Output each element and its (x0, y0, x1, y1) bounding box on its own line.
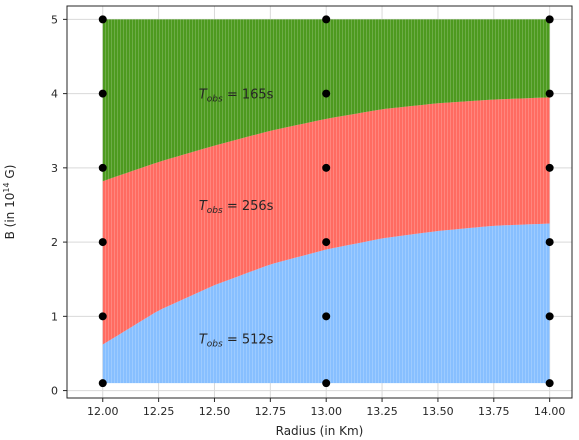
x-tick-label: 12.75 (255, 405, 287, 418)
annotations: Tobs = 165s Tobs = 256s Tobs = 512s (199, 88, 274, 350)
x-tick-label: 12.50 (199, 405, 231, 418)
y-axis-label-prefix: B (in 10 (3, 193, 17, 240)
y-tick-label: 5 (51, 13, 58, 26)
data-point (545, 312, 554, 321)
x-tick-label: 13.75 (478, 405, 510, 418)
data-point (322, 379, 331, 388)
x-tick-label: 12.25 (143, 405, 175, 418)
x-tick-label: 14.00 (534, 405, 566, 418)
data-point (545, 238, 554, 247)
data-point (98, 312, 107, 321)
data-point (322, 163, 331, 172)
data-point (545, 379, 554, 388)
region-texture (102, 19, 550, 182)
data-point (98, 379, 107, 388)
region-annotation: Tobs = 512s (199, 333, 274, 350)
y-tick-label: 4 (51, 88, 58, 101)
region-annotation: Tobs = 165s (199, 88, 274, 105)
x-tick-label: 12.00 (87, 405, 119, 418)
plot-frame (66, 5, 573, 399)
data-point (545, 15, 554, 24)
data-point (98, 89, 107, 98)
region-texture (102, 223, 550, 384)
x-axis-label: Radius (in Km) (276, 424, 364, 438)
y-axis-label-suffix: G) (3, 165, 17, 183)
y-tick-label: 0 (51, 385, 58, 398)
data-point (322, 89, 331, 98)
region-texture (102, 97, 550, 345)
data-point (322, 238, 331, 247)
y-axis-label: B (in 1014 G) (2, 165, 17, 240)
y-tick-label: 3 (51, 162, 58, 175)
data-point (98, 163, 107, 172)
y-tick-label: 1 (51, 310, 58, 323)
data-point (322, 312, 331, 321)
data-point (545, 163, 554, 172)
data-point (98, 15, 107, 24)
y-axis-label-exp: 14 (2, 182, 11, 192)
regions (102, 19, 550, 384)
data-points (98, 15, 554, 388)
y-tick-label: 2 (51, 236, 58, 249)
data-point (545, 89, 554, 98)
ticks: 12.00 12.25 12.50 12.75 13.00 13.25 13.50 13.75… (51, 13, 565, 418)
x-tick-label: 13.50 (422, 405, 454, 418)
x-tick-label: 13.25 (366, 405, 398, 418)
data-point (98, 238, 107, 247)
region-annotation: Tobs = 256s (199, 199, 274, 216)
data-point (322, 15, 331, 24)
x-tick-label: 13.00 (310, 405, 342, 418)
